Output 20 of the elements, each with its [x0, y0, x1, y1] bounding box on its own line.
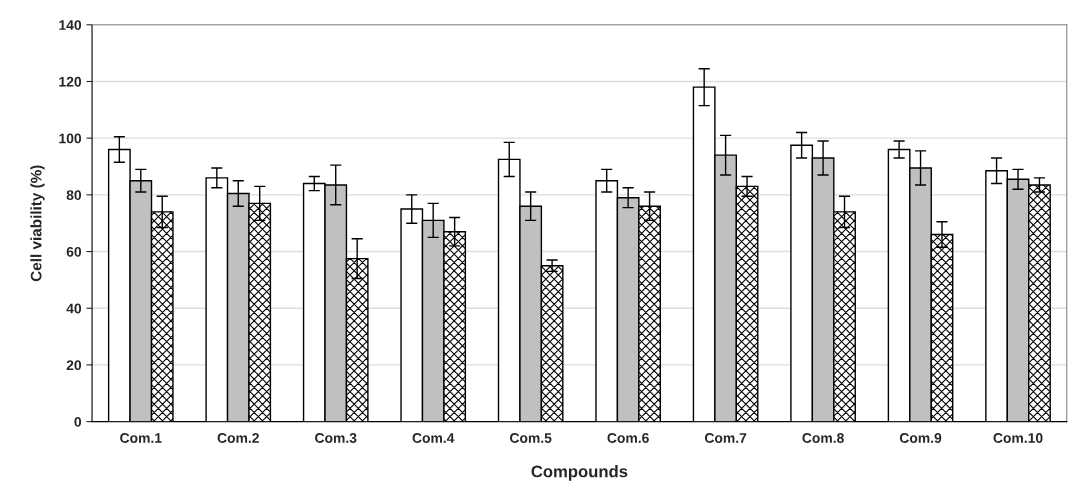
- y-tick-label: 40: [66, 303, 82, 314]
- y-tick-label: 100: [59, 133, 82, 144]
- x-tick-label: Com.10: [993, 433, 1043, 443]
- x-tick-label: Com.8: [802, 433, 844, 443]
- y-axis-title: Cell viability (%): [30, 165, 45, 282]
- x-tick-label: Com.4: [412, 433, 455, 443]
- y-tick-label: 140: [59, 20, 82, 30]
- x-tick-label: Com.6: [607, 433, 649, 443]
- x-tick-label: Com.7: [704, 433, 747, 443]
- x-axis-title: Compounds: [531, 465, 628, 481]
- x-tick-label: Com.2: [217, 433, 259, 443]
- y-tick-label: 80: [66, 190, 82, 201]
- y-tick-label: 120: [59, 76, 82, 87]
- y-tick-label: 20: [66, 360, 82, 371]
- x-tick-label: Com.1: [120, 433, 162, 443]
- y-tick-label: 60: [66, 246, 82, 257]
- x-tick-label: Com.5: [510, 433, 552, 443]
- y-tick-label: 0: [74, 416, 82, 427]
- x-tick-label: Com.3: [315, 433, 357, 443]
- x-tick-label: Com.9: [899, 433, 942, 443]
